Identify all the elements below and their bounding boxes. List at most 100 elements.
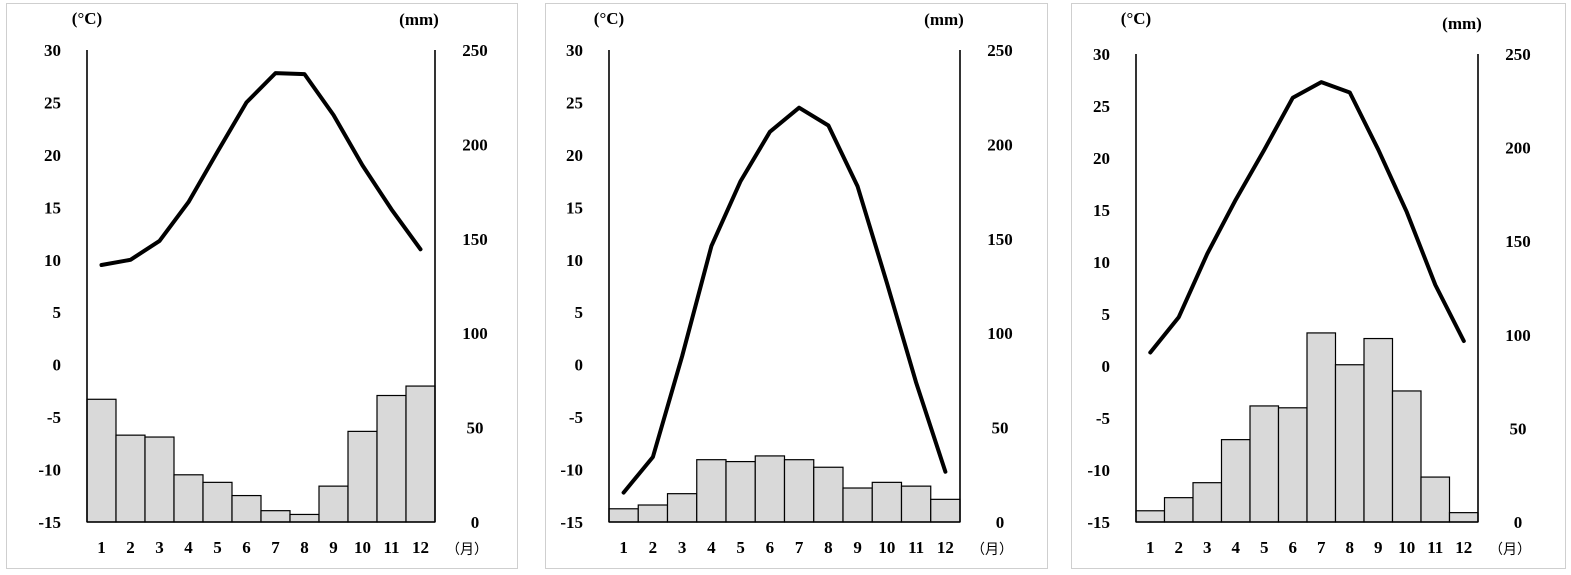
chart1-left-tick-label: 5: [53, 303, 62, 322]
chart2-precip-bar-6: [754, 455, 786, 523]
chart1-temp-unit-label: (°C): [72, 9, 102, 28]
chart3-left-tick-label: -15: [1087, 513, 1110, 532]
chart2-right-tick-label: 50: [992, 419, 1009, 438]
chart3-month-label: 4: [1232, 538, 1241, 557]
chart2-right-tick-label: 200: [987, 135, 1013, 154]
chart3-right-tick-label: 50: [1510, 419, 1527, 438]
chart3-precip-bar-12: [1448, 512, 1479, 523]
chart2-precip-bar-4: [696, 459, 727, 523]
chart3-month-label: 1: [1146, 538, 1155, 557]
chart1-right-tick-label: 150: [462, 230, 488, 249]
chart3-right-tick-label: 150: [1505, 232, 1531, 251]
chart3-temperature-line: [1148, 80, 1466, 355]
chart3-temp-unit-label: (°C): [1121, 9, 1151, 28]
chart3-precip-unit-label: (mm): [1442, 14, 1482, 33]
chart1-precip-bar-9: [318, 485, 349, 523]
chart2-right-tick-label: 250: [987, 41, 1013, 60]
chart2-month-label: 4: [707, 538, 716, 557]
chart1-left-tick-label: 0: [53, 356, 62, 375]
chart1-right-tick-label: 0: [471, 513, 480, 532]
chart2-precip-bar-1: [608, 508, 639, 523]
chart2-left-tick-label: 30: [566, 41, 583, 60]
chart2-precip-bar-11: [900, 485, 932, 523]
climate-chart-3: 30 25 20 15 10 5 0 -5 -10 -15 250 200 150 100 50 0 1 2 3 4 5…: [1071, 3, 1566, 569]
chart2-month-label: 5: [736, 538, 745, 557]
chart2-month-label: 11: [908, 538, 924, 557]
chart2-precip-bar-2: [637, 504, 669, 523]
chart2-left-tick-label: -15: [560, 513, 583, 532]
chart2-precip-bar-10: [871, 481, 903, 523]
chart1-left-tick-label: 10: [44, 251, 61, 270]
chart2-left-tick-label: 20: [566, 146, 583, 165]
chart1-month-label: 2: [126, 538, 135, 557]
chart3-right-tick-label: 200: [1505, 139, 1531, 158]
chart2-month-unit-label: （月）: [971, 542, 1013, 558]
chart3-month-label: 3: [1203, 538, 1212, 557]
chart2-precip-bar-5: [725, 460, 756, 523]
chart3-precip-bar-7: [1306, 332, 1337, 523]
chart2-month-label: 3: [678, 538, 687, 557]
chart2-month-label: 2: [649, 538, 658, 557]
chart3-month-label: 5: [1260, 538, 1269, 557]
chart2-right-tick-label: 0: [996, 513, 1005, 532]
chart1-month-label: 7: [271, 538, 280, 557]
chart2-left-tick-label: 15: [566, 198, 583, 217]
chart3-left-tick-label: 15: [1093, 201, 1110, 220]
chart2-precip-bar-7: [783, 459, 815, 523]
chart1-month-label: 5: [213, 538, 222, 557]
chart1-right-tick-label: 100: [462, 324, 488, 343]
chart3-precip-bar-3: [1192, 482, 1223, 523]
chart3-precip-bar-2: [1163, 497, 1194, 523]
chart1-precip-bar-1: [86, 398, 117, 523]
chart2-temp-unit-label: (°C): [594, 9, 624, 28]
chart1-month-label: 10: [354, 538, 371, 557]
chart3-left-tick-label: 25: [1093, 97, 1110, 116]
chart2-left-tick-label: 10: [566, 251, 583, 270]
chart2-right-tick-label: 150: [987, 230, 1013, 249]
chart3-left-tick-label: 10: [1093, 253, 1110, 272]
chart2-month-label: 1: [619, 538, 628, 557]
chart2-left-tick-label: 5: [575, 303, 584, 322]
chart3-left-tick-label: 30: [1093, 45, 1110, 64]
chart1-left-tick-label: 15: [44, 198, 61, 217]
chart2-left-tick-label: 0: [575, 356, 584, 375]
chart2-left-tick-label: -10: [560, 461, 583, 480]
chart3-precip-bar-6: [1277, 407, 1308, 523]
chart2-precip-unit-label: (mm): [924, 10, 964, 29]
climate-chart-2: 30 25 20 15 10 5 0 -5 -10 -15 250 200 150 100 50 0 1 2 3 4 5…: [545, 3, 1048, 569]
chart3-left-tick-label: 5: [1102, 305, 1111, 324]
chart1-precip-bar-3: [144, 436, 175, 523]
chart1-right-tick-label: 250: [462, 41, 488, 60]
chart1-precip-bar-11: [376, 394, 407, 523]
chart3-month-label: 6: [1289, 538, 1298, 557]
chart1-precip-bar-2: [115, 434, 146, 523]
chart1-temperature-line: [99, 71, 423, 267]
chart1-left-tick-label: 30: [44, 41, 61, 60]
chart1-month-label: 8: [300, 538, 309, 557]
chart3-left-tick-label: 0: [1102, 357, 1111, 376]
chart3-right-tick-label: 0: [1514, 513, 1523, 532]
chart1-month-label: 3: [155, 538, 164, 557]
chart3-left-tick-label: 20: [1093, 149, 1110, 168]
chart2-precip-bar-9: [842, 487, 873, 523]
chart3-left-tick-label: -5: [1096, 409, 1110, 428]
chart2-left-tick-label: -5: [569, 408, 583, 427]
chart3-month-label: 7: [1317, 538, 1326, 557]
chart1-precip-unit-label: (mm): [399, 10, 439, 29]
chart3-month-label: 11: [1427, 538, 1443, 557]
chart1-precip-bar-12: [405, 385, 436, 523]
chart1-left-tick-label: 25: [44, 93, 61, 112]
chart2-month-label: 10: [878, 538, 895, 557]
chart2-month-label: 9: [853, 538, 862, 557]
chart2-month-label: 6: [766, 538, 775, 557]
chart1-precip-bar-8: [289, 513, 320, 523]
chart3-month-label: 8: [1346, 538, 1355, 557]
climate-chart-1: 30 25 20 15 10 5 0 -5 -10 -15 250 200 150 100 50 0 1 2 3 4 5…: [6, 3, 518, 569]
chart1-precip-bar-4: [173, 474, 204, 523]
chart2-precip-bar-8: [813, 466, 844, 523]
chart3-month-label: 12: [1455, 538, 1472, 557]
chart1-precip-bar-5: [202, 481, 233, 523]
chart1-month-unit-label: （月）: [446, 542, 488, 558]
